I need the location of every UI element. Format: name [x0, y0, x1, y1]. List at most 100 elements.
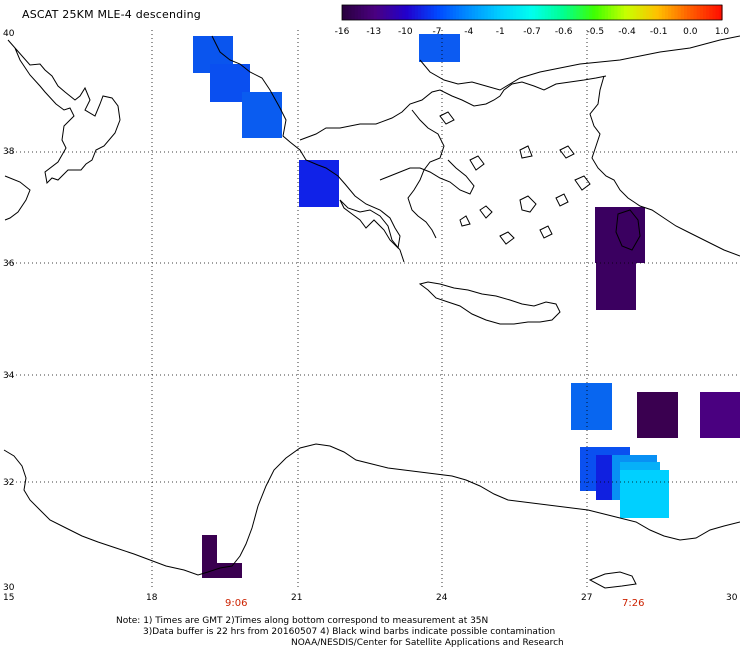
colorbar-segment	[459, 5, 463, 20]
colorbar-segment	[342, 5, 346, 20]
colorbar-segment	[690, 5, 695, 20]
colorbar-segment	[437, 5, 441, 20]
colorbar-segment	[361, 5, 365, 20]
colorbar-labels: -16 -13 -10 -7 -4 -1 -0.7 -0.6 -0.5 -0.4 -0.1 0.0 1.…	[335, 27, 730, 37]
cell	[242, 92, 282, 138]
colorbar-segment	[535, 5, 539, 20]
colorbar-segment	[630, 5, 634, 20]
colorbar-segment	[506, 5, 511, 20]
note-line-1: Note: 1) Times are GMT 2)Times along bot…	[116, 616, 489, 626]
colorbar-segment	[687, 5, 691, 20]
cell	[571, 383, 612, 430]
colorbar-segment	[680, 5, 685, 20]
colorbar-segment	[576, 5, 581, 20]
colorbar-segment	[465, 5, 470, 20]
colorbar-segment	[497, 5, 501, 20]
colorbar-segment	[585, 5, 590, 20]
colorbar-segment	[525, 5, 530, 20]
colorbar-segment	[649, 5, 653, 20]
lon-tick: 15	[3, 593, 14, 603]
cell	[202, 563, 242, 578]
colorbar-segment	[351, 5, 356, 20]
colorbar-label: -0.5	[587, 27, 605, 37]
colorbar-segment	[509, 5, 514, 20]
colorbar-segment	[418, 5, 422, 20]
colorbar-segment	[665, 5, 669, 20]
lon-tick: 18	[146, 593, 158, 603]
colorbar-segment	[598, 5, 603, 20]
lon-tick-labels: 15 18 21 24 27 30	[3, 593, 738, 603]
colorbar-label: -0.4	[618, 27, 636, 37]
colorbar-segment	[563, 5, 568, 20]
colorbar-segment	[566, 5, 571, 20]
colorbar-segment	[693, 5, 698, 20]
colorbar-segment	[611, 5, 615, 20]
colorbar-segment	[449, 5, 454, 20]
colorbar-segment	[373, 5, 378, 20]
colorbar-segment	[639, 5, 644, 20]
colorbar-segment	[703, 5, 707, 20]
colorbar-segment	[421, 5, 425, 20]
colorbar-segment	[443, 5, 448, 20]
colorbar-segment	[367, 5, 372, 20]
colorbar-segment	[354, 5, 359, 20]
lat-tick: 36	[3, 259, 15, 269]
colorbar-label: 0.0	[683, 27, 698, 37]
colorbar-label: -10	[398, 27, 413, 37]
colorbar-segment	[608, 5, 612, 20]
coastlines	[3, 35, 740, 589]
colorbar-segment	[582, 5, 587, 20]
colorbar-segment	[446, 5, 451, 20]
colorbar-segment	[570, 5, 574, 20]
colorbar-segment	[528, 5, 533, 20]
colorbar-segment	[668, 5, 672, 20]
colorbar-label: -7	[433, 27, 442, 37]
colorbar-segment	[456, 5, 460, 20]
colorbar-segment	[541, 5, 546, 20]
colorbar-segment	[595, 5, 600, 20]
lon-tick: 30	[726, 593, 738, 603]
lon-tick: 24	[436, 593, 448, 603]
colorbar-segment	[712, 5, 717, 20]
colorbar-segment	[516, 5, 520, 20]
cell	[637, 392, 678, 438]
cell	[595, 207, 645, 263]
colorbar-segment	[614, 5, 619, 20]
colorbar-segment	[405, 5, 410, 20]
colorbar-segment	[348, 5, 353, 20]
lon-tick: 27	[581, 593, 592, 603]
colorbar-segment	[544, 5, 549, 20]
colorbar-segment	[601, 5, 606, 20]
colorbar-segment	[389, 5, 394, 20]
colorbar-segment	[411, 5, 416, 20]
colorbar-segment	[633, 5, 638, 20]
colorbar-segment	[706, 5, 710, 20]
cell	[299, 160, 339, 207]
map-title: ASCAT 25KM MLE-4 descending	[22, 8, 201, 21]
colorbar-segment	[554, 5, 558, 20]
colorbar-segment	[462, 5, 467, 20]
colorbar-segment	[519, 5, 524, 20]
colorbar-segment	[627, 5, 631, 20]
cell	[419, 34, 460, 62]
colorbar-segment	[538, 5, 543, 20]
colorbar-segment	[430, 5, 435, 20]
colorbar-segment	[604, 5, 609, 20]
colorbar-segment	[370, 5, 375, 20]
colorbar-label: -0.7	[523, 27, 541, 37]
colorbar-segment	[481, 5, 486, 20]
colorbar-segment	[589, 5, 593, 20]
measurement-cells	[193, 34, 740, 578]
colorbar-segment	[433, 5, 438, 20]
colorbar-segment	[380, 5, 384, 20]
color-bar	[341, 4, 723, 21]
cell	[596, 262, 636, 310]
lat-tick: 34	[3, 371, 15, 381]
colorbar-segment	[478, 5, 482, 20]
colorbar-segment	[617, 5, 622, 20]
colorbar-segment	[424, 5, 429, 20]
lat-tick: 40	[3, 29, 15, 39]
colorbar-segment	[484, 5, 489, 20]
colorbar-segment	[440, 5, 444, 20]
